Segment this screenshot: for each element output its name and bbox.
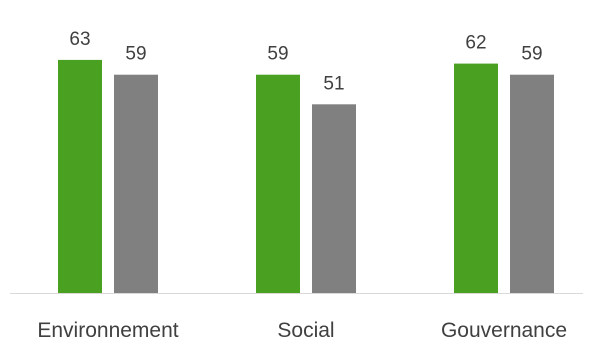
value-label-environnement-series-1: 63 bbox=[69, 29, 90, 50]
value-labels-group: 63 59 59 51 62 59 bbox=[69, 29, 542, 94]
bar-social-series-2 bbox=[312, 104, 356, 293]
bar-environnement-series-1 bbox=[58, 59, 102, 294]
bar-social-series-1 bbox=[256, 74, 300, 293]
bar-gouvernance-series-1 bbox=[454, 63, 498, 293]
value-label-gouvernance-series-1: 62 bbox=[465, 33, 486, 54]
value-label-social-series-1: 59 bbox=[267, 44, 288, 65]
bar-gouvernance-series-2 bbox=[510, 74, 554, 293]
category-label-gouvernance: Gouvernance bbox=[441, 319, 567, 340]
category-label-social: Social bbox=[277, 319, 334, 340]
value-label-gouvernance-series-2: 59 bbox=[521, 44, 542, 65]
bar-environnement-series-2 bbox=[114, 74, 158, 293]
value-label-social-series-2: 51 bbox=[323, 73, 344, 94]
bars-group bbox=[58, 59, 554, 294]
category-label-environnement: Environnement bbox=[37, 319, 178, 340]
category-labels-group: Environnement Social Gouvernance bbox=[37, 319, 567, 340]
value-label-environnement-series-2: 59 bbox=[125, 44, 146, 65]
